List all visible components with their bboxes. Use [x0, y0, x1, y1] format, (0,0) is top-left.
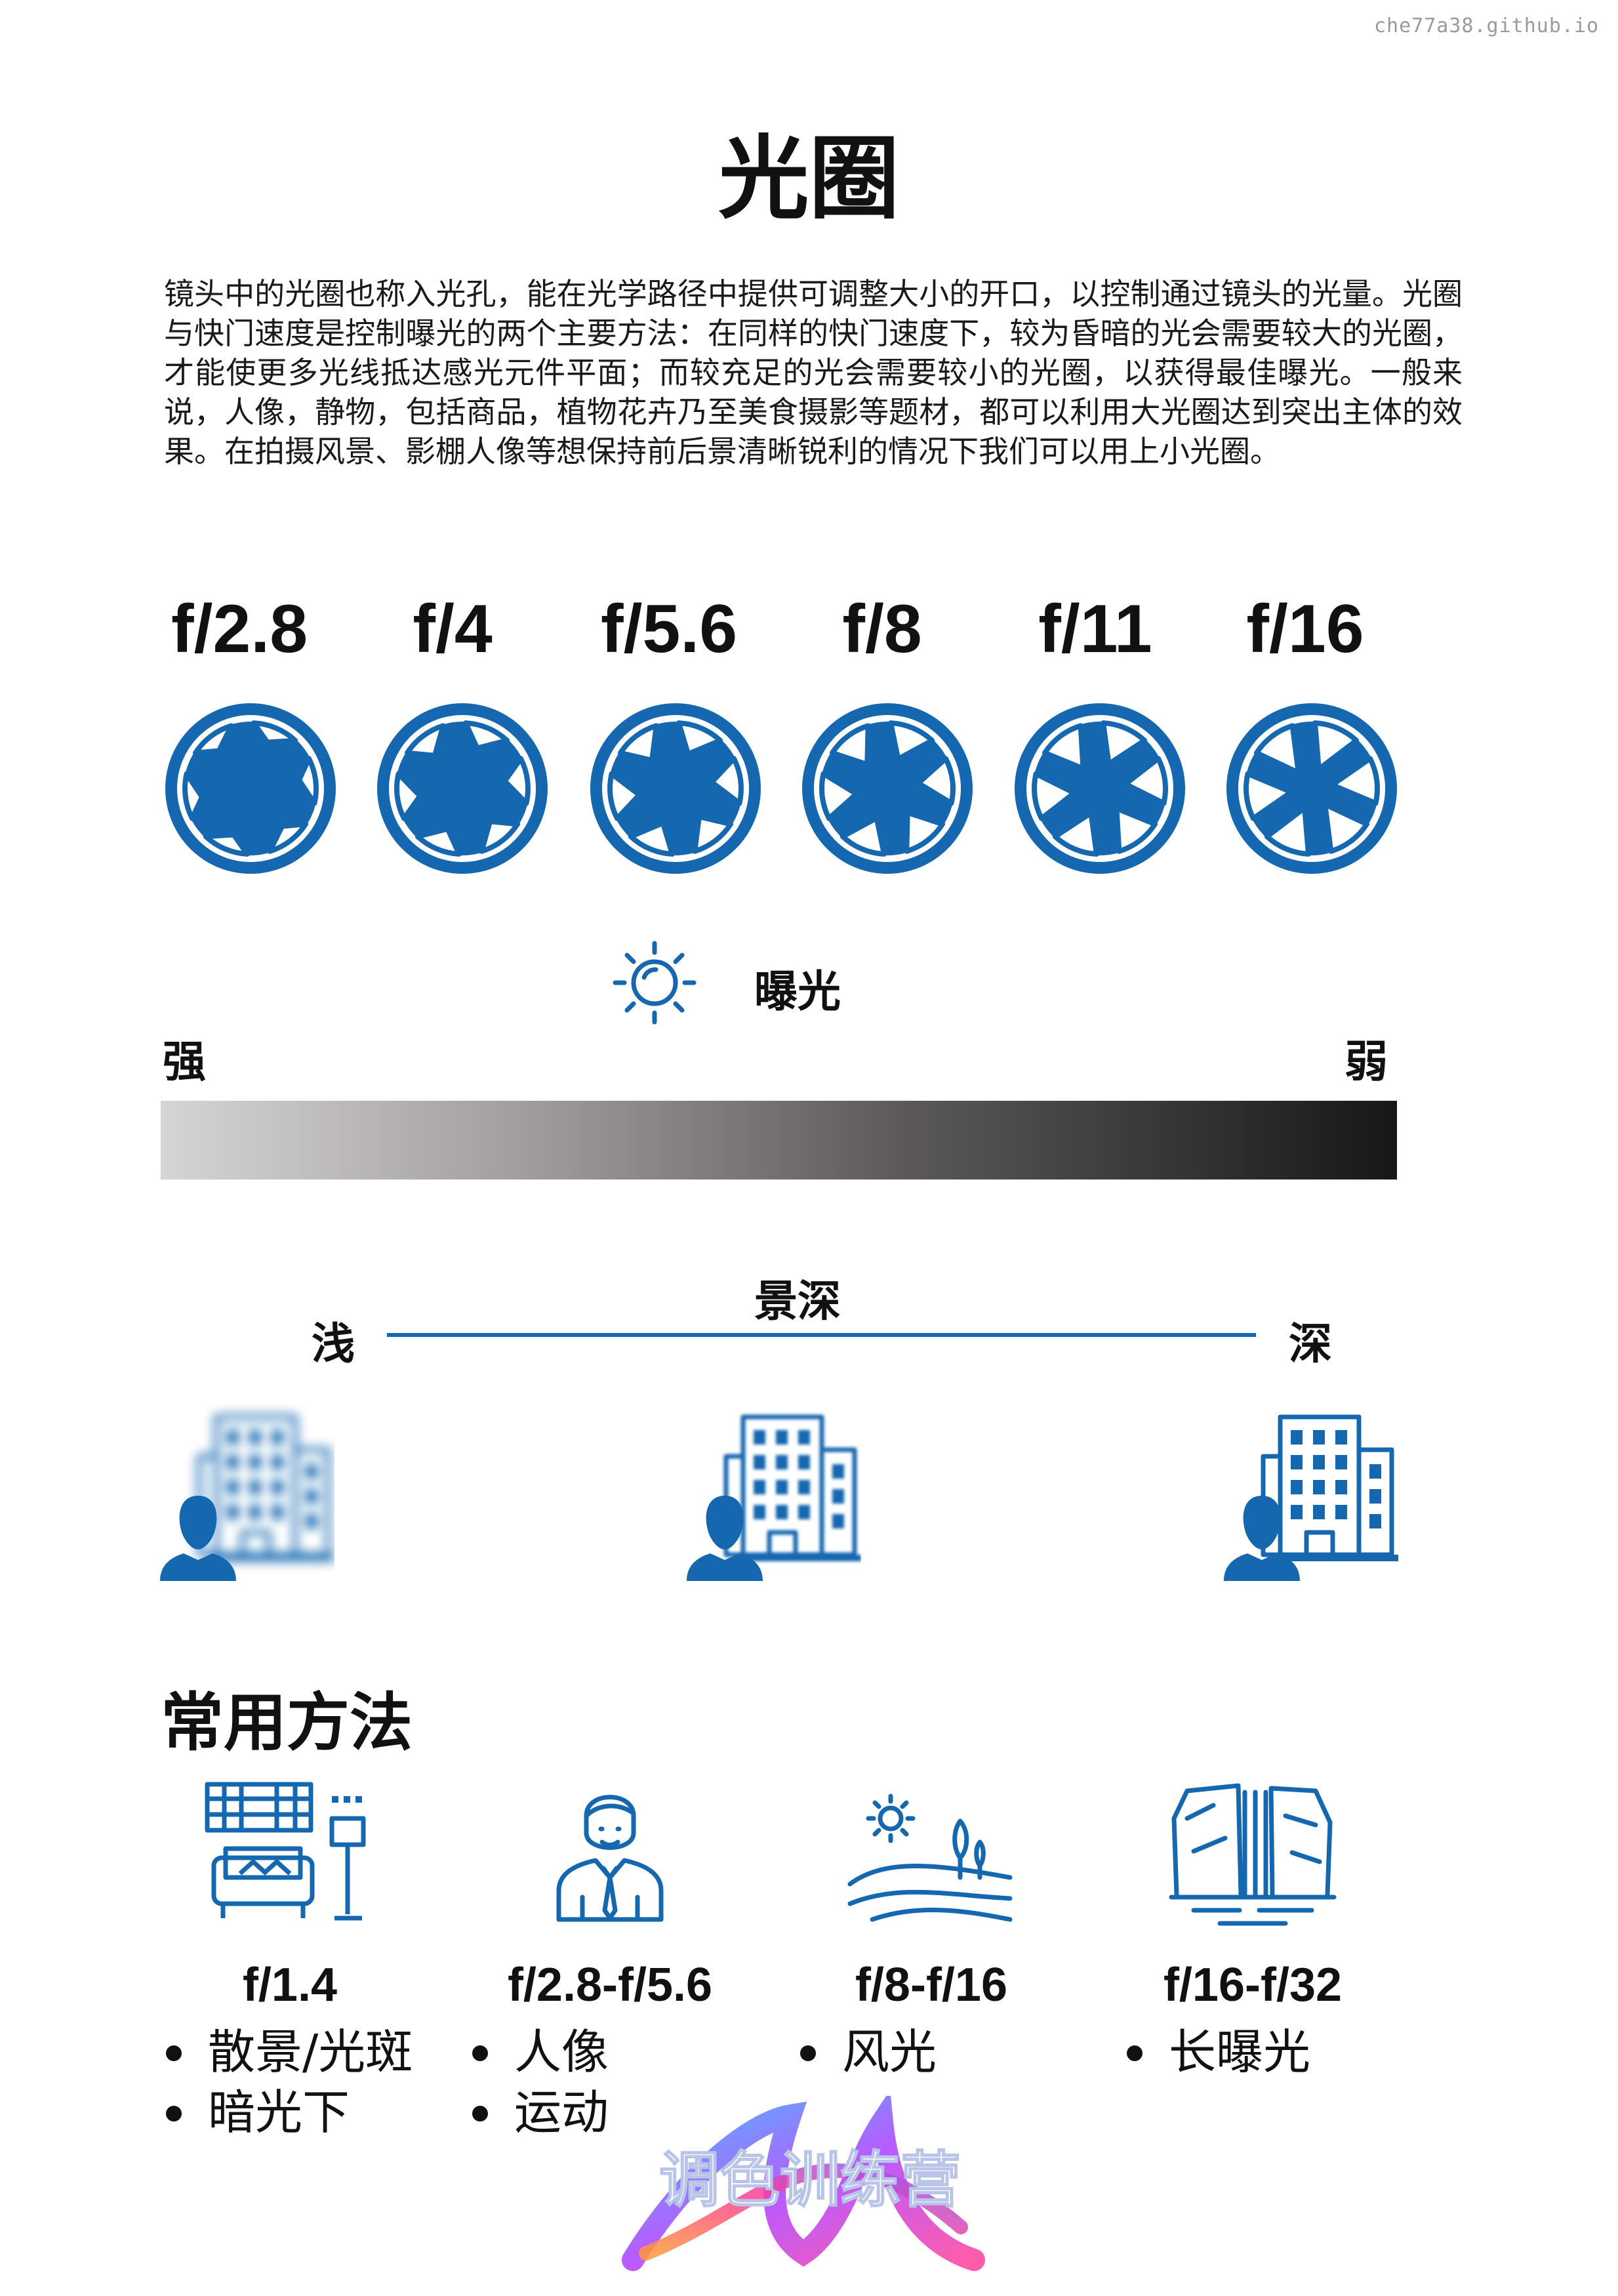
uses-section-title: 常用方法: [161, 1686, 413, 1759]
portrait-person-icon: [556, 1795, 664, 1922]
aperture-icon: [1015, 703, 1185, 874]
intro-paragraph: 镜头中的光圈也称入光孔，能在光学路径中提供可调整大小的开口，以控制通过镜头的光量…: [164, 276, 1463, 469]
exposure-title: 曝光: [754, 966, 841, 1017]
aperture-blade: [819, 771, 859, 821]
aperture-blade: [1052, 810, 1100, 857]
aperture-blade: [904, 810, 945, 854]
person-silhouette-icon: [687, 1496, 763, 1581]
aperture-icon: [377, 703, 548, 874]
use-bullet-item: 风光: [795, 2022, 937, 2082]
aperture-icon: [590, 703, 761, 874]
building-icon: [723, 1414, 861, 1561]
use-bullet-list: 散景/光斑 暗光下: [161, 2022, 413, 2142]
use-bullet-item: 暗光下: [161, 2082, 413, 2142]
building-icon: [1261, 1414, 1398, 1561]
dof-scale-line: [387, 1333, 1256, 1337]
fstop-label-2: f/5.6: [600, 591, 738, 667]
exposure-weak-label: 弱: [1345, 1036, 1388, 1087]
use-fstop-3: f/16-f/32: [1163, 1959, 1343, 2011]
use-bullet-list: 风光: [795, 2022, 937, 2082]
use-fstop-0: f/1.4: [242, 1959, 338, 2011]
aperture-blade: [692, 813, 733, 854]
aperture-blade: [462, 720, 510, 751]
aperture-icon: [1226, 703, 1397, 874]
fstop-label-3: f/8: [842, 591, 922, 667]
aperture-blade: [1254, 723, 1301, 775]
aperture-blade: [628, 820, 676, 857]
aperture-blade: [1123, 756, 1168, 806]
person-building-icon: [1224, 1414, 1398, 1581]
building-icon: [197, 1414, 334, 1561]
aperture-icon: [165, 703, 336, 874]
aperture-blade: [296, 756, 319, 806]
aperture-blade: [676, 720, 723, 757]
use-fstop-1: f/2.8-f/5.6: [507, 1959, 713, 2011]
aperture-blade: [405, 723, 446, 758]
use-bullet-item: 人像: [467, 2022, 609, 2082]
aperture-blade: [1100, 720, 1148, 767]
use-bullet-item: 运动: [467, 2082, 609, 2142]
aperture-blade: [618, 723, 659, 764]
fstop-label-1: f/4: [413, 591, 493, 667]
aperture-blade: [502, 756, 531, 806]
use-fstop-2: f/8-f/16: [855, 1959, 1008, 2011]
person-silhouette-icon: [1224, 1496, 1300, 1581]
landscape-icon: [847, 1794, 1013, 1922]
aperture-blade: [203, 832, 251, 857]
aperture-blade: [1042, 723, 1086, 771]
living-room-icon: [205, 1782, 366, 1921]
exposure-strong-label: 强: [163, 1036, 206, 1087]
aperture-blade: [607, 771, 642, 821]
aperture-blade: [1244, 771, 1294, 821]
aperture-blade: [267, 821, 308, 854]
aperture-blade: [1322, 802, 1369, 854]
use-bullet-list: 人像 运动: [467, 2022, 609, 2142]
aperture-blade: [251, 720, 298, 745]
aperture-blade: [916, 756, 956, 806]
aperture-blade: [479, 819, 520, 854]
aperture-blade: [1312, 720, 1360, 772]
waterfall-icon: [1169, 1783, 1337, 1926]
fstop-label-0: f/2.8: [171, 591, 308, 667]
page-title: 光圈: [718, 126, 900, 232]
person-building-icon: [687, 1414, 861, 1581]
aperture-blade: [1032, 771, 1077, 821]
aperture-blade: [1264, 805, 1312, 857]
aperture-blade: [830, 723, 871, 768]
sun-icon: [613, 941, 697, 1025]
fstop-label-4: f/11: [1038, 591, 1152, 667]
fstop-label-5: f/16: [1246, 591, 1364, 667]
aperture-blade: [415, 826, 462, 857]
dof-shallow-label: 浅: [312, 1319, 355, 1369]
person-silhouette-icon: [160, 1496, 236, 1581]
aperture-icon: [802, 703, 973, 874]
use-bullet-item: 散景/光斑: [161, 2022, 413, 2082]
aperture-blade: [182, 771, 205, 821]
aperture-blade: [887, 720, 935, 762]
aperture-blade: [709, 756, 744, 806]
aperture-blade: [1114, 806, 1158, 854]
exposure-gradient-bar: [161, 1101, 1397, 1179]
dof-title: 景深: [754, 1276, 841, 1326]
dof-deep-label: 深: [1289, 1319, 1332, 1369]
use-bullet-list: 长曝光: [1122, 2022, 1310, 2082]
aperture-blade: [394, 771, 423, 821]
watermark-text: che77a38.github.io: [1374, 14, 1600, 37]
use-bullet-item: 长曝光: [1122, 2022, 1310, 2082]
training-camp-logo: 调色训练营: [622, 2096, 985, 2271]
aperture-blade: [1329, 756, 1380, 806]
logo-text: 调色训练营: [659, 2145, 961, 2215]
aperture-blade: [839, 815, 887, 857]
aperture-blade: [193, 723, 234, 756]
person-building-icon: [160, 1414, 334, 1581]
